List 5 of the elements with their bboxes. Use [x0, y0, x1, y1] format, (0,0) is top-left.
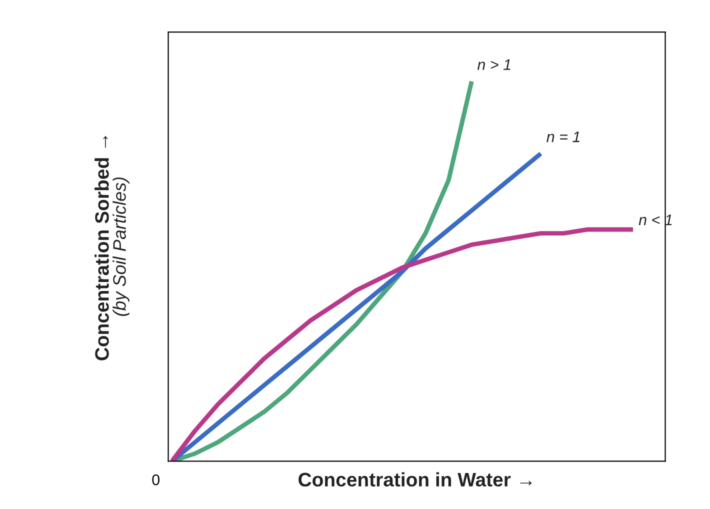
y-axis-title: Concentration Sorbed → (by Soil Particles): [94, 136, 130, 360]
series-label: n > 1: [477, 59, 510, 70]
series-label: n = 1: [546, 132, 580, 142]
text: 0: [152, 474, 160, 486]
x-axis-title: Concentration in Water →: [298, 472, 532, 487]
